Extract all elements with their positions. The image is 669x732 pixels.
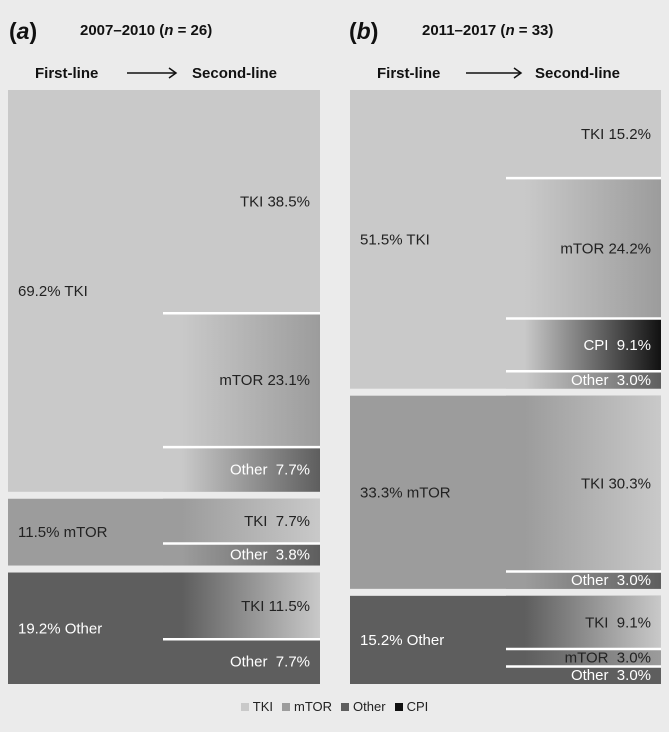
panel-a-first-tki-second-other-label: Other 7.7% xyxy=(230,461,310,478)
panel-a-first-other-second-other-label: Other 7.7% xyxy=(230,654,310,671)
panel-b-first-mtor-second-other-label: Other 3.0% xyxy=(571,572,651,589)
panel-a-first-mtor-label: 11.5% mTOR xyxy=(18,524,108,541)
panel-a-first-other-second-tki-block xyxy=(163,572,320,640)
panel-b-period: 2011–2017 xyxy=(422,22,497,39)
panel-b-first-tki-second-mtor-block xyxy=(506,178,661,319)
panel-b-first-other-second-mtor-label: mTOR 3.0% xyxy=(565,650,651,667)
panel-a-title: 2007–2010 (n = 26) xyxy=(80,22,213,39)
legend-item-other: Other xyxy=(341,699,386,714)
panel-a-arrow-icon xyxy=(127,67,178,79)
panel-a-letter: (a) xyxy=(9,18,38,44)
panel-a-first-tki-second-other-block xyxy=(163,447,320,492)
legend-swatch-cpi xyxy=(394,702,403,711)
panel-b-second-line-label: Second-line xyxy=(535,65,621,82)
legend-swatch-other xyxy=(341,702,350,711)
legend: TKI mTOR Other CPI xyxy=(0,699,669,714)
flow-chart: 69.2% TKI TKI 38.5% mTOR 23.1% Other 7.7% 11… xyxy=(8,90,661,684)
panel-b-first-other-second-other-block xyxy=(506,666,661,684)
panel-b-first-mtor-label: 33.3% mTOR xyxy=(360,484,451,501)
panel-a-first-mtor-second-tki-block xyxy=(163,498,320,544)
panel-b-first-other-second-other-label: Other 3.0% xyxy=(571,667,651,684)
legend-item-tki: TKI xyxy=(240,699,273,714)
panel-a-period: 2007–2010 xyxy=(80,22,156,39)
panel-b-first-tki-second-mtor-label: mTOR 24.2% xyxy=(560,240,651,257)
panel-a-first-other-label: 19.2% Other xyxy=(18,620,102,637)
panel-b-letter: (b) xyxy=(349,18,379,44)
panel-b-first-tki-second-tki-label: TKI 15.2% xyxy=(581,126,651,143)
panel-a-first-mtor-second-other-block xyxy=(163,543,320,566)
panel-b-arrow-icon xyxy=(466,67,523,79)
panel-a-first-tki-second-tki-block xyxy=(163,90,320,314)
panel-a-first-mtor-second-tki-label: TKI 7.7% xyxy=(244,513,310,530)
legend-label-cpi: CPI xyxy=(406,699,429,714)
panel-b-n: 33 xyxy=(531,22,549,39)
panel-b-first-tki-second-cpi-block xyxy=(506,318,661,372)
legend-label-other: Other xyxy=(353,699,386,714)
panel-a-first-other-second-tki-label: TKI 11.5% xyxy=(241,598,310,615)
panel-b-first-other-second-mtor-block xyxy=(506,648,661,667)
panel-b-first-tki-second-tki-block xyxy=(506,90,661,179)
panel-b-first-tki-second-other-label: Other 3.0% xyxy=(571,372,651,389)
legend-swatch-tki xyxy=(240,702,249,711)
panel-b-first-mtor-second-tki-block xyxy=(506,395,661,572)
panel-b-first-other-second-tki-label: TKI 9.1% xyxy=(585,614,651,631)
legend-swatch-mtor xyxy=(282,702,290,711)
legend-label-mtor: mTOR xyxy=(294,699,333,714)
panel-a-first-tki-label: 69.2% TKI xyxy=(18,283,88,300)
panel-b-title: 2011–2017 (n = 33) xyxy=(422,22,554,39)
panel-a-first-tki-second-tki-label: TKI 38.5% xyxy=(240,194,310,211)
panel-b-first-other-second-tki-block xyxy=(506,595,661,649)
legend-label-tki: TKI xyxy=(252,699,273,714)
panel-a-first-tki-second-mtor-block xyxy=(163,313,320,448)
panel-b-first-line-label: First-line xyxy=(377,65,441,82)
panel-a-n: 26 xyxy=(190,22,208,39)
legend-item-mtor: mTOR xyxy=(282,699,332,714)
panel-b-first-tki-label: 51.5% TKI xyxy=(360,231,430,248)
panel-a-first-mtor-second-other-label: Other 3.8% xyxy=(230,546,310,563)
panel-a-second-line-label: Second-line xyxy=(192,65,278,82)
panel-a-first-tki-second-mtor-label: mTOR 23.1% xyxy=(219,372,310,389)
legend-item-cpi: CPI xyxy=(394,699,429,714)
panel-a-first-other-second-other-block xyxy=(163,639,320,684)
panel-a-first-line-label: First-line xyxy=(35,65,99,82)
panel-b-first-tki-second-other-block xyxy=(506,371,661,389)
panel-b-first-tki-second-cpi-label: CPI 9.1% xyxy=(583,337,651,354)
panel-b-first-other-label: 15.2% Other xyxy=(360,632,444,649)
panel-b-first-mtor-second-tki-label: TKI 30.3% xyxy=(581,476,651,493)
panel-b-first-mtor-second-other-block xyxy=(506,571,661,589)
